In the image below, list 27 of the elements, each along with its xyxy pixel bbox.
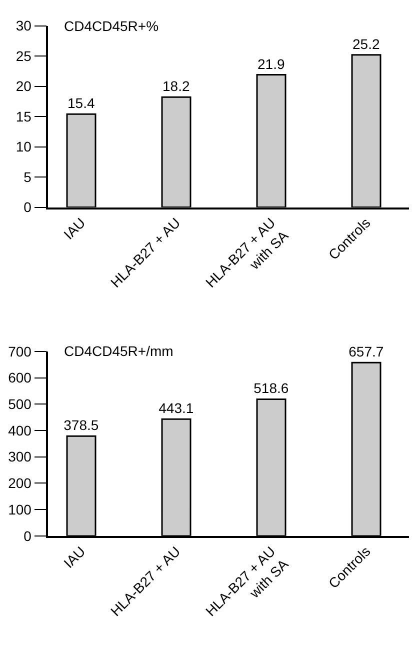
data-label: 15.4 xyxy=(68,95,95,112)
x-tick-label: IAU xyxy=(60,214,88,242)
data-label: 21.9 xyxy=(258,56,285,72)
chart-title: CD4CD45R+% xyxy=(64,18,159,34)
data-label: 443.1 xyxy=(158,400,194,416)
y-tick-label: 20 xyxy=(16,78,32,94)
y-tick-label: 15 xyxy=(16,108,32,124)
y-tick-label: 5 xyxy=(24,168,32,185)
y-tick-label: 30 xyxy=(16,18,32,34)
chart-title: CD4CD45R+/mm xyxy=(64,343,174,359)
y-tick-label: 300 xyxy=(8,448,32,465)
data-label: 25.2 xyxy=(352,36,380,52)
data-label: 657.7 xyxy=(348,344,384,360)
y-tick-label: 700 xyxy=(8,343,32,360)
data-label: 378.5 xyxy=(64,417,99,434)
y-tick-label: 0 xyxy=(24,528,32,544)
y-tick-label: 400 xyxy=(8,422,32,438)
y-tick-label: 500 xyxy=(8,396,32,412)
data-label: 18.2 xyxy=(162,78,190,94)
y-tick-label: 25 xyxy=(16,48,32,64)
x-tick-label: IAU xyxy=(60,543,88,571)
y-tick-label: 10 xyxy=(16,138,32,155)
y-tick-label: 100 xyxy=(8,501,32,518)
y-tick-label: 0 xyxy=(24,199,32,216)
y-tick-label: 200 xyxy=(8,475,32,492)
y-tick-label: 600 xyxy=(8,370,32,386)
data-label: 518.6 xyxy=(254,380,289,396)
